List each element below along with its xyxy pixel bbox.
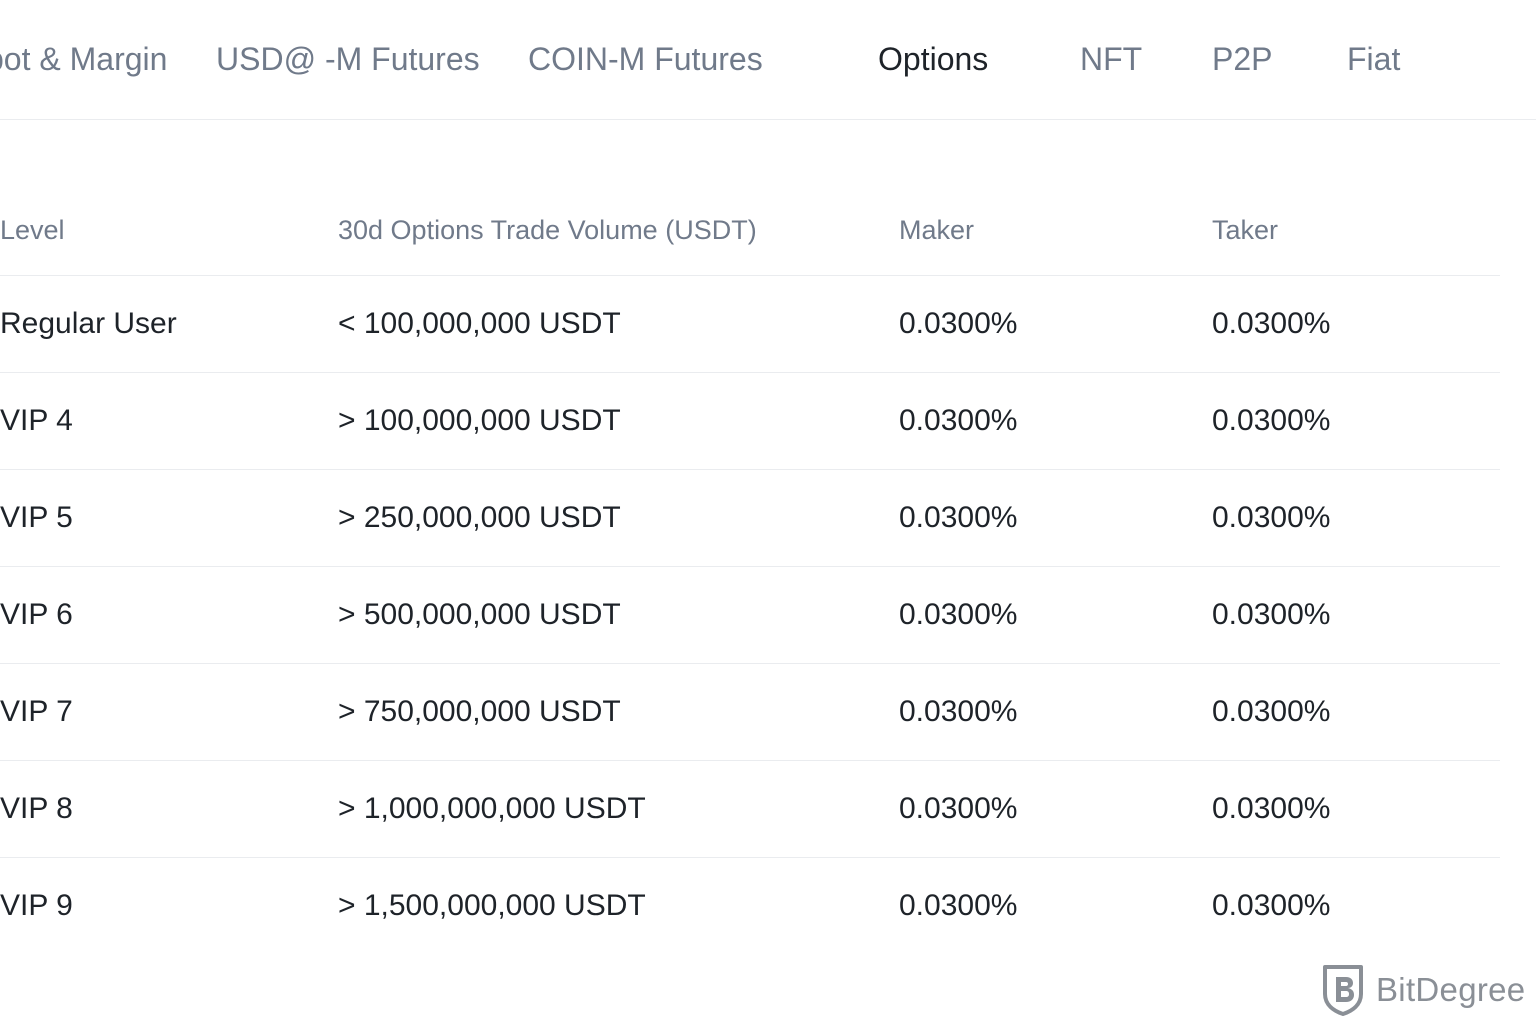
- table-row: VIP 9 > 1,500,000,000 USDT 0.0300% 0.030…: [0, 858, 1500, 954]
- volume-cell: > 750,000,000 USDT: [338, 695, 621, 728]
- bitdegree-watermark: BitDegree: [1322, 962, 1525, 1018]
- maker-fee-cell: 0.0300%: [899, 598, 1018, 631]
- column-header-level: Level: [0, 214, 65, 245]
- taker-fee-cell: 0.0300%: [1212, 404, 1331, 437]
- taker-fee-cell: 0.0300%: [1212, 889, 1331, 922]
- maker-fee-cell: 0.0300%: [899, 695, 1018, 728]
- level-cell: VIP 5: [0, 501, 73, 534]
- column-header-taker: Taker: [1212, 214, 1279, 245]
- watermark-text: BitDegree: [1376, 971, 1526, 1008]
- table-row: VIP 5 > 250,000,000 USDT 0.0300% 0.0300%: [0, 470, 1500, 567]
- volume-cell: > 500,000,000 USDT: [338, 598, 621, 631]
- table-row: VIP 6 > 500,000,000 USDT 0.0300% 0.0300%: [0, 567, 1500, 664]
- column-header-maker: Maker: [899, 214, 975, 245]
- fee-table: Level 30d Options Trade Volume (USDT) Ma…: [0, 185, 1500, 954]
- tab-p2p[interactable]: P2P: [1212, 41, 1273, 77]
- table-header-row: Level 30d Options Trade Volume (USDT) Ma…: [0, 185, 1500, 276]
- taker-fee-cell: 0.0300%: [1212, 501, 1331, 534]
- taker-fee-cell: 0.0300%: [1212, 307, 1331, 340]
- volume-cell: > 100,000,000 USDT: [338, 404, 621, 437]
- table-row: Regular User < 100,000,000 USDT 0.0300% …: [0, 276, 1500, 373]
- level-cell: VIP 6: [0, 598, 73, 631]
- bitdegree-shield-icon: [1323, 965, 1363, 1016]
- level-cell: Regular User: [0, 307, 177, 340]
- tab-usd-m-futures[interactable]: USD@ -M Futures: [216, 41, 480, 77]
- volume-cell: < 100,000,000 USDT: [338, 307, 621, 340]
- table-row: VIP 7 > 750,000,000 USDT 0.0300% 0.0300%: [0, 664, 1500, 761]
- tab-nft[interactable]: NFT: [1080, 41, 1143, 77]
- taker-fee-cell: 0.0300%: [1212, 598, 1331, 631]
- level-cell: VIP 7: [0, 695, 73, 728]
- maker-fee-cell: 0.0300%: [899, 792, 1018, 825]
- tab-fiat[interactable]: Fiat: [1347, 41, 1401, 77]
- tab-coin-m-futures[interactable]: COIN-M Futures: [528, 41, 763, 77]
- column-header-volume: 30d Options Trade Volume (USDT): [338, 214, 757, 245]
- level-cell: VIP 4: [0, 404, 73, 437]
- volume-cell: > 1,000,000,000 USDT: [338, 792, 646, 825]
- maker-fee-cell: 0.0300%: [899, 501, 1018, 534]
- taker-fee-cell: 0.0300%: [1212, 792, 1331, 825]
- maker-fee-cell: 0.0300%: [899, 307, 1018, 340]
- product-tab-bar: pot & Margin USD@ -M Futures COIN-M Futu…: [0, 0, 1536, 120]
- volume-cell: > 1,500,000,000 USDT: [338, 889, 646, 922]
- tab-options[interactable]: Options: [878, 41, 989, 77]
- taker-fee-cell: 0.0300%: [1212, 695, 1331, 728]
- level-cell: VIP 8: [0, 792, 73, 825]
- table-row: VIP 4 > 100,000,000 USDT 0.0300% 0.0300%: [0, 373, 1500, 470]
- level-cell: VIP 9: [0, 889, 73, 922]
- maker-fee-cell: 0.0300%: [899, 889, 1018, 922]
- volume-cell: > 250,000,000 USDT: [338, 501, 621, 534]
- tab-spot-margin[interactable]: pot & Margin: [0, 41, 168, 77]
- table-row: VIP 8 > 1,000,000,000 USDT 0.0300% 0.030…: [0, 761, 1500, 858]
- maker-fee-cell: 0.0300%: [899, 404, 1018, 437]
